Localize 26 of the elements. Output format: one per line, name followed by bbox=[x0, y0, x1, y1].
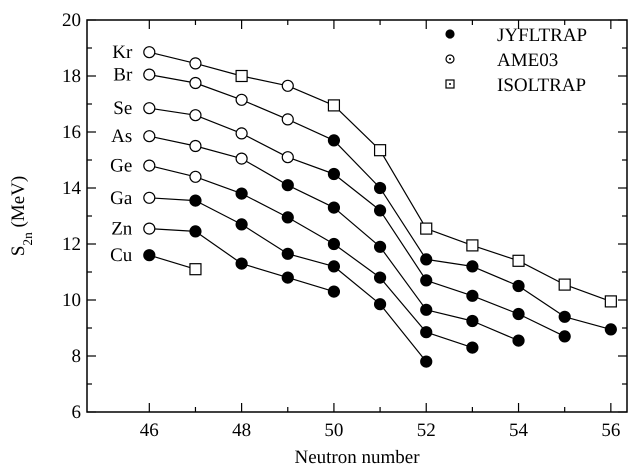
y-tick-label: 18 bbox=[62, 66, 81, 87]
y-tick-label: 10 bbox=[62, 290, 81, 311]
x-tick-label: 46 bbox=[140, 420, 159, 441]
y-tick-label: 20 bbox=[62, 10, 81, 31]
x-tick-label: 50 bbox=[324, 420, 344, 441]
y-tick-label: 16 bbox=[62, 122, 81, 143]
legend-label: AME03 bbox=[497, 50, 558, 71]
series-label: Ge bbox=[110, 156, 132, 177]
x-tick-label: 56 bbox=[601, 420, 620, 441]
series-label: As bbox=[111, 126, 132, 148]
series-label: Cu bbox=[110, 245, 133, 266]
y-tick-label: 14 bbox=[62, 178, 82, 199]
series-label: Br bbox=[113, 64, 133, 86]
series-label: Se bbox=[113, 98, 132, 120]
x-tick-label: 52 bbox=[416, 420, 436, 441]
y-tick-label: 6 bbox=[72, 402, 81, 423]
x-tick-label: 48 bbox=[232, 420, 252, 441]
series-label: Zn bbox=[111, 218, 133, 240]
y-tick-label: 8 bbox=[72, 346, 81, 367]
x-axis-title: Neutron number bbox=[294, 447, 420, 468]
y-tick-label: 12 bbox=[62, 234, 81, 255]
series-label: Kr bbox=[112, 42, 133, 64]
legend-label: ISOLTRAP bbox=[497, 75, 586, 96]
x-tick-label: 54 bbox=[509, 420, 529, 441]
series-label: Ga bbox=[110, 188, 133, 209]
legend-label: JYFLTRAP bbox=[497, 25, 588, 46]
